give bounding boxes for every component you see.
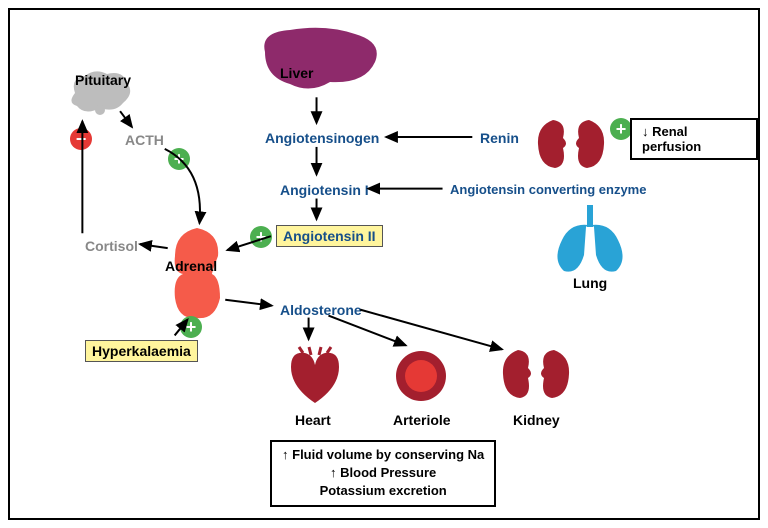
up-arrow-icon: ↑ (330, 465, 340, 480)
liver-label: Liver (280, 65, 313, 81)
acth-label: ACTH (125, 132, 164, 148)
heart-label: Heart (295, 412, 331, 428)
kidneys-icon (535, 118, 607, 170)
renal-perfusion-box: ↓ Renal perfusion (630, 118, 758, 160)
plus-icon: + (250, 226, 272, 248)
aldosterone-label: Aldosterone (280, 302, 362, 318)
effect2-label: Blood Pressure (340, 465, 436, 480)
adrenal-icon (170, 228, 225, 320)
heart-icon (285, 345, 345, 405)
liver-icon (255, 22, 385, 97)
renal-perfusion-label: Renal perfusion (642, 124, 701, 154)
kidney-bottom-icon (500, 348, 572, 400)
hyperkalaemia-label: Hyperkalaemia (85, 340, 198, 362)
renin-label: Renin (480, 130, 519, 146)
kidney-bottom-label: Kidney (513, 412, 560, 428)
ace-label: Angiotensin converting enzyme (450, 182, 646, 197)
angiotensin2-label: Angiotensin II (276, 225, 383, 247)
arteriole-label: Arteriole (393, 412, 451, 428)
plus-icon: + (180, 316, 202, 338)
lung-icon (550, 205, 630, 275)
pituitary-label: Pituitary (75, 72, 131, 88)
hyperkalaemia-box: Hyperkalaemia (85, 340, 198, 362)
plus-icon: + (610, 118, 632, 140)
adrenal-label: Adrenal (165, 258, 217, 274)
cortisol-label: Cortisol (85, 238, 138, 254)
minus-icon: − (70, 128, 92, 150)
effect1-label: Fluid volume by conserving Na (292, 447, 484, 462)
diagram-frame: Liver Pituitary ACTH + − Cortisol Adrena… (8, 8, 760, 520)
plus-icon: + (168, 148, 190, 170)
up-arrow-icon: ↑ (282, 447, 292, 462)
lung-label: Lung (573, 275, 607, 291)
effect3-label: Potassium excretion (320, 483, 447, 498)
arteriole-icon (395, 350, 447, 402)
angiotensinogen-label: Angiotensinogen (265, 130, 379, 146)
angiotensin2-box: Angiotensin II (276, 225, 383, 247)
angiotensin1-label: Angiotensin I (280, 182, 369, 198)
down-arrow-icon: ↓ (642, 124, 649, 139)
effects-box: ↑ Fluid volume by conserving Na ↑ Blood … (270, 440, 496, 507)
